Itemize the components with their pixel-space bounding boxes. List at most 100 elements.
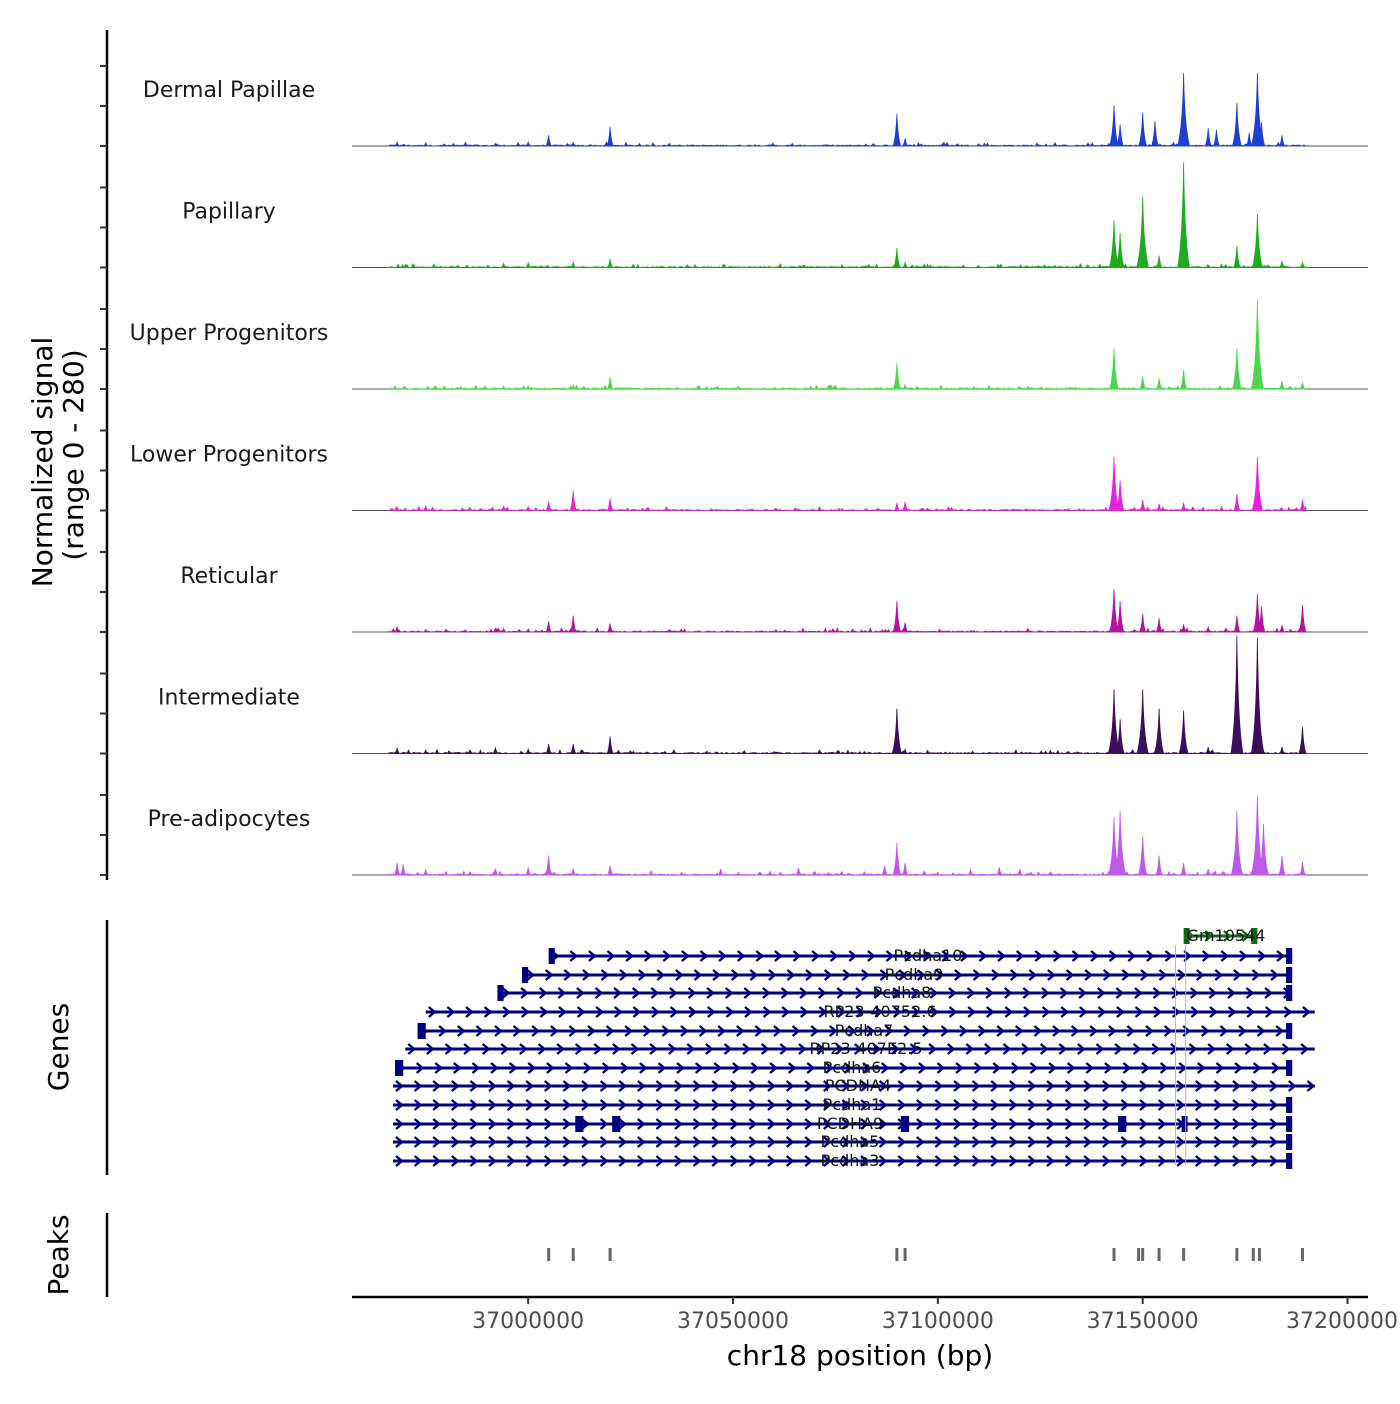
signal-peak bbox=[1233, 615, 1241, 633]
strand-chevron bbox=[488, 1080, 497, 1092]
strand-chevron bbox=[922, 950, 932, 962]
strand-chevron bbox=[581, 1118, 590, 1130]
strand-chevron bbox=[934, 1080, 944, 1092]
signal-peak bbox=[1299, 499, 1306, 511]
strand-chevron bbox=[804, 1080, 814, 1092]
strand-chevron bbox=[892, 1006, 902, 1018]
strand-chevron bbox=[469, 1136, 479, 1148]
strand-chevron bbox=[735, 1025, 745, 1037]
strand-chevron bbox=[829, 950, 839, 962]
gene-exon bbox=[575, 1116, 584, 1132]
x-tick-label: 37200000 bbox=[1286, 1309, 1398, 1334]
strand-chevron bbox=[624, 1025, 634, 1037]
strand-chevron bbox=[655, 1155, 665, 1167]
strand-chevron bbox=[1046, 1080, 1055, 1092]
peak-mark bbox=[1251, 1248, 1255, 1261]
strand-chevron bbox=[456, 1025, 466, 1037]
strand-chevron bbox=[915, 1136, 925, 1148]
signal-peak bbox=[1257, 606, 1266, 633]
track-noise-area bbox=[388, 870, 1308, 876]
strand-chevron bbox=[732, 1062, 741, 1074]
signal-peak bbox=[1205, 747, 1212, 754]
signal-peak bbox=[606, 258, 614, 268]
x-tick-label: 37100000 bbox=[882, 1309, 994, 1334]
strand-chevron bbox=[804, 1118, 814, 1130]
gene-pcdha9: PCDHA9 bbox=[392, 1114, 1293, 1133]
strand-chevron bbox=[785, 1155, 795, 1167]
strand-chevron bbox=[822, 1118, 832, 1130]
strand-chevron bbox=[1046, 1118, 1055, 1130]
strand-chevron bbox=[1121, 969, 1131, 981]
strand-chevron bbox=[1234, 1062, 1243, 1074]
strand-chevron bbox=[1264, 1006, 1274, 1018]
signal-peak bbox=[1204, 127, 1212, 147]
strand-chevron bbox=[434, 1062, 444, 1074]
strand-chevron bbox=[569, 950, 579, 962]
strand-chevron bbox=[729, 1136, 739, 1148]
strand-chevron bbox=[618, 1118, 628, 1130]
strand-chevron bbox=[618, 1099, 628, 1111]
strand-chevron bbox=[1146, 950, 1155, 962]
strand-chevron bbox=[520, 987, 529, 999]
strand-chevron bbox=[1204, 930, 1214, 942]
gene-exon bbox=[612, 1116, 621, 1132]
strand-chevron bbox=[879, 969, 889, 981]
track-noise-area bbox=[388, 384, 1307, 390]
strand-chevron bbox=[767, 1136, 776, 1148]
strand-chevron bbox=[935, 969, 945, 981]
strand-chevron bbox=[897, 1080, 907, 1092]
strand-chevron bbox=[711, 1136, 721, 1148]
strand-chevron bbox=[892, 987, 901, 999]
signal-peak bbox=[1233, 494, 1241, 511]
strand-chevron bbox=[860, 1080, 869, 1092]
signal-peak bbox=[1139, 376, 1147, 390]
strand-chevron bbox=[1214, 969, 1224, 981]
strand-chevron bbox=[915, 1118, 925, 1130]
strand-chevron bbox=[1220, 950, 1230, 962]
signal-peak bbox=[1155, 378, 1163, 390]
strand-chevron bbox=[1101, 1118, 1111, 1130]
strand-chevron bbox=[748, 1136, 758, 1148]
strand-chevron bbox=[1065, 969, 1075, 981]
signal-peak bbox=[1138, 613, 1147, 633]
gene-label: Pcdha9 bbox=[885, 965, 944, 984]
signal-peak bbox=[524, 384, 532, 390]
strand-chevron bbox=[1157, 1080, 1167, 1092]
strand-chevron bbox=[395, 1136, 404, 1148]
strand-chevron bbox=[916, 969, 926, 981]
strand-chevron bbox=[773, 1025, 782, 1037]
strand-chevron bbox=[1250, 1136, 1260, 1148]
strand-chevron bbox=[762, 1006, 772, 1018]
track-dermal-papillae: Dermal Papillae bbox=[143, 73, 1368, 147]
strand-chevron bbox=[562, 1099, 572, 1111]
strand-chevron bbox=[1188, 1043, 1198, 1055]
strand-chevron bbox=[965, 1043, 975, 1055]
strand-chevron bbox=[543, 1136, 553, 1148]
strand-chevron bbox=[413, 1118, 423, 1130]
strand-chevron bbox=[692, 1155, 702, 1167]
strand-chevron bbox=[576, 987, 585, 999]
strand-chevron bbox=[1089, 1025, 1099, 1037]
strand-chevron bbox=[619, 969, 628, 981]
gene-exon bbox=[1183, 928, 1190, 944]
strand-chevron bbox=[1223, 930, 1232, 942]
strand-chevron bbox=[1041, 1006, 1051, 1018]
signal-peak bbox=[892, 363, 901, 390]
strand-chevron bbox=[1194, 1155, 1204, 1167]
strand-chevron bbox=[674, 1136, 683, 1148]
signal-peak bbox=[1108, 220, 1120, 268]
gene-label: Gm10544 bbox=[1187, 926, 1266, 945]
strand-chevron bbox=[395, 1118, 404, 1130]
strand-chevron bbox=[1041, 987, 1050, 999]
strand-chevron bbox=[1101, 1155, 1111, 1167]
strand-chevron bbox=[1116, 1006, 1125, 1018]
signal-peak bbox=[1204, 625, 1212, 633]
strand-chevron bbox=[698, 1025, 708, 1037]
strand-chevron bbox=[643, 950, 653, 962]
strand-chevron bbox=[1053, 950, 1062, 962]
strand-chevron bbox=[822, 1080, 832, 1092]
signal-peak bbox=[1179, 369, 1188, 390]
strand-chevron bbox=[748, 1155, 758, 1167]
strand-chevron bbox=[841, 1118, 851, 1130]
